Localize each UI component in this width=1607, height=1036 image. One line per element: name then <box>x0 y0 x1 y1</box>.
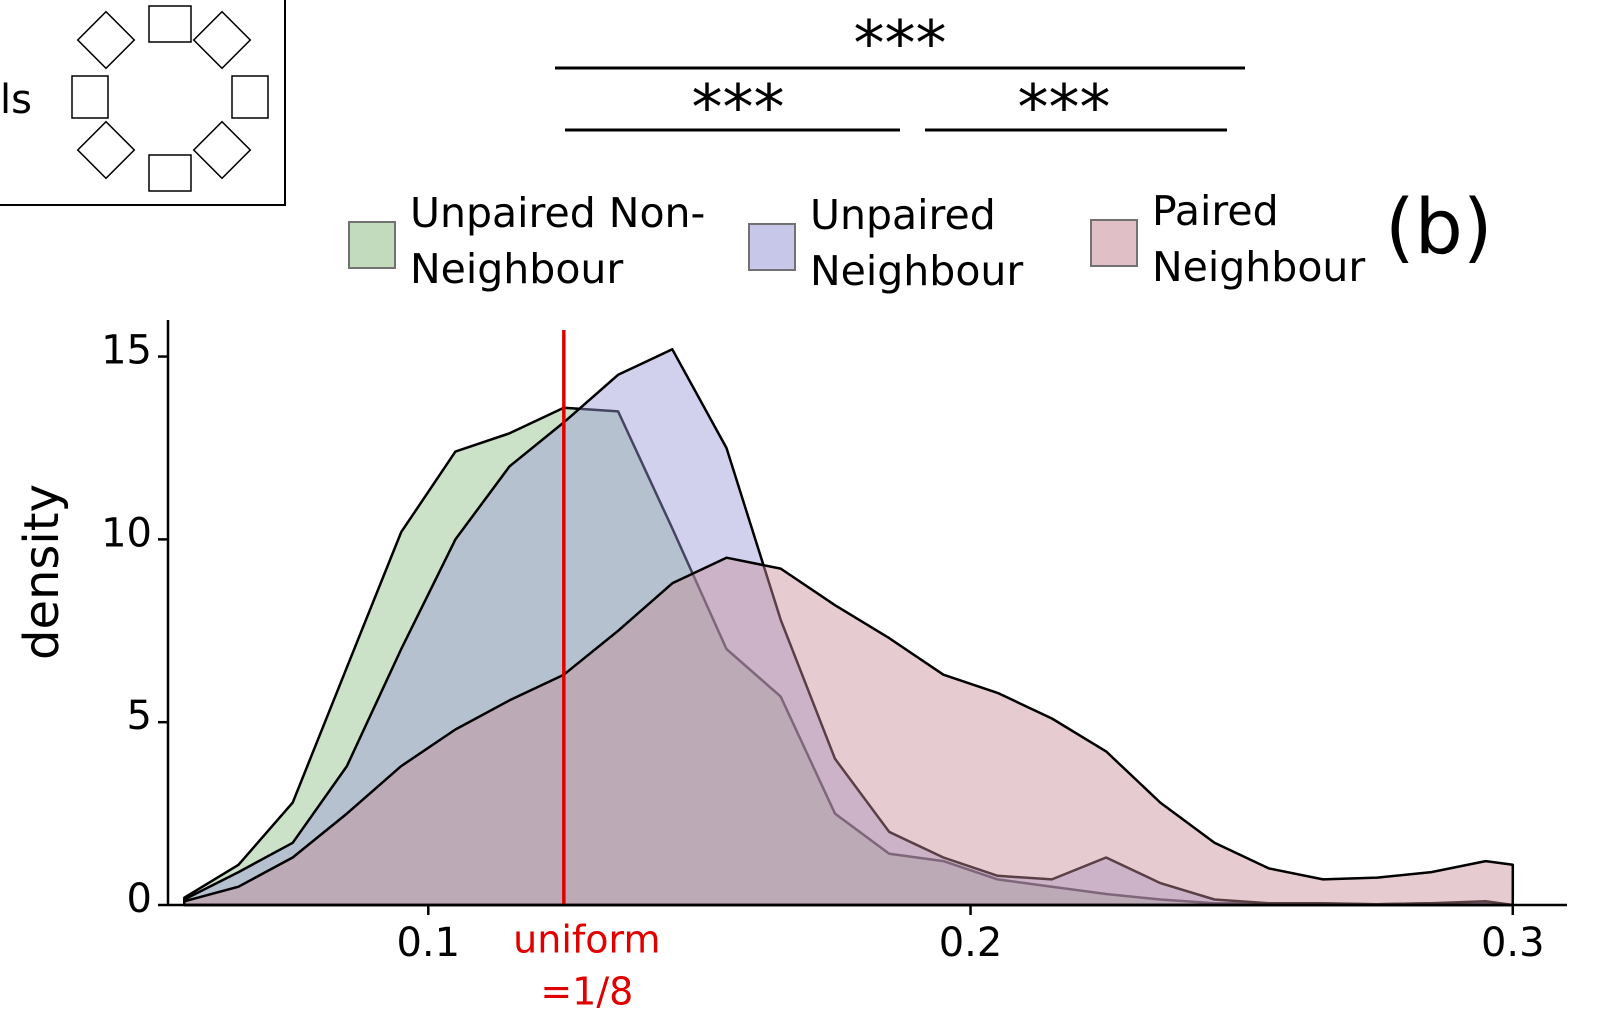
legend-swatch <box>748 223 796 271</box>
density-area <box>183 348 1515 907</box>
legend-label: Unpaired Non-Neighbour <box>410 189 706 293</box>
x-tick-label: 0.2 <box>939 920 1003 966</box>
legend-label: Unpaired Neighbour <box>810 191 1024 295</box>
y-axis-label: density <box>14 484 70 660</box>
significance-label: *** <box>854 7 947 80</box>
significance-label: *** <box>692 71 785 144</box>
y-tick-label: 15 <box>101 328 152 374</box>
x-tick-label: 0.1 <box>396 920 460 966</box>
significance-brackets <box>555 66 1245 132</box>
legend-label: Paired Neighbour <box>1152 187 1366 291</box>
reference-label: =1/8 <box>540 970 633 1014</box>
inset <box>0 0 286 206</box>
y-tick-label: 10 <box>101 510 152 556</box>
y-tick-label: 0 <box>127 876 152 922</box>
inset-label: ls <box>0 77 32 123</box>
density-area <box>183 556 1515 907</box>
x-tick-label: 0.3 <box>1481 920 1545 966</box>
significance-label: *** <box>1018 71 1111 144</box>
reference-label: uniform <box>513 918 660 962</box>
legend-swatch <box>1090 219 1138 267</box>
panel-label: (b) <box>1385 182 1493 271</box>
y-tick-label: 5 <box>127 693 152 739</box>
legend-swatch <box>348 221 396 269</box>
